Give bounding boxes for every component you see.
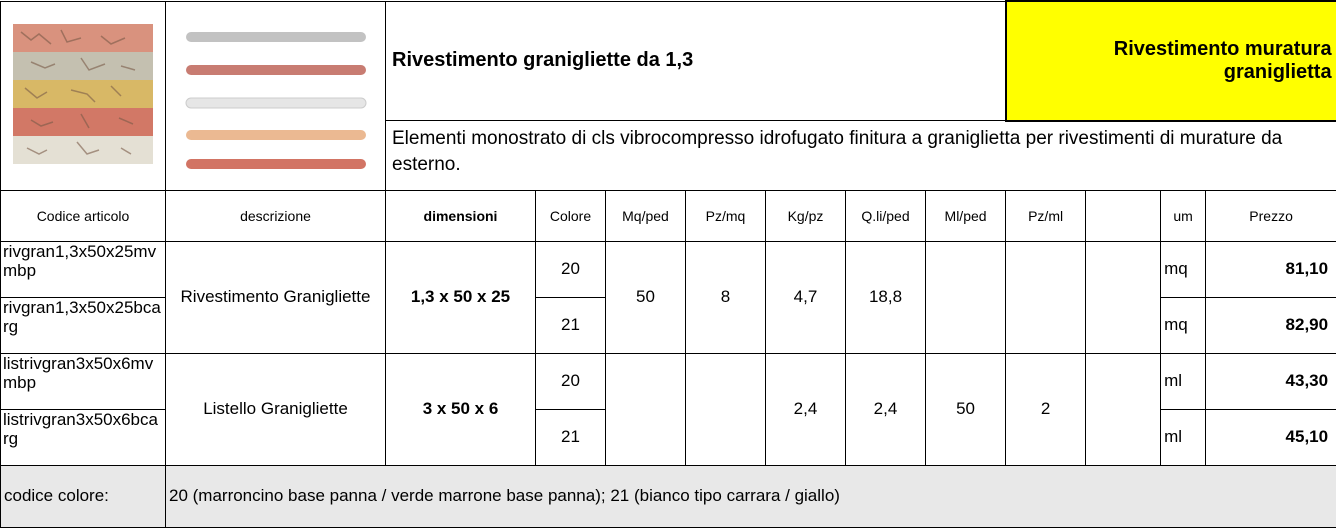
ml-ped: 50 (924, 352, 1007, 466)
price: 82,90 (1205, 296, 1336, 354)
footer-label: codice colore: (0, 464, 166, 528)
color: 20 (535, 240, 606, 298)
column-header: Kg/pz (765, 189, 846, 242)
empty-cell (1085, 240, 1162, 354)
price: 81,10 (1205, 240, 1336, 298)
category: Rivestimento muratura graniglietta (1004, 0, 1336, 122)
title: Rivestimento granigliette da 1,3 (384, 0, 1007, 121)
pz-mq (685, 352, 766, 466)
color: 21 (535, 296, 606, 354)
column-header: Colore (535, 189, 606, 242)
column-header: Q.li/ped (845, 189, 926, 242)
pz-ml (1005, 240, 1087, 354)
um: ml (1160, 408, 1207, 466)
code: rivgran1,3x50x25mvmbp (0, 240, 166, 298)
footer-text: 20 (marroncino base panna / verde marron… (164, 464, 1336, 528)
description: Elementi monostrato di cls vibrocompress… (384, 120, 1336, 191)
rod-image (165, 0, 386, 191)
column-header: Pz/mq (685, 189, 766, 242)
ml-ped (924, 240, 1007, 354)
code: rivgran1,3x50x25bcarg (0, 296, 166, 354)
texture-image (0, 0, 166, 191)
price: 45,10 (1205, 408, 1336, 466)
qli-ped: 18,8 (845, 240, 926, 354)
brick-image (13, 23, 153, 164)
column-header: Ml/ped (924, 189, 1007, 242)
column-header: Prezzo (1205, 189, 1336, 242)
item-description: Listello Granigliette (165, 352, 386, 466)
empty-header (1085, 189, 1162, 242)
code: listrivgran3x50x6mvmbp (0, 352, 166, 410)
um: mq (1160, 296, 1207, 354)
column-header: um (1160, 189, 1207, 242)
column-header: Mq/ped (605, 189, 686, 242)
dimensions: 3 x 50 x 6 (385, 352, 536, 466)
color: 20 (535, 352, 606, 410)
column-header: Pz/ml (1005, 189, 1087, 242)
column-header: dimensioni (385, 189, 536, 242)
column-header: descrizione (165, 189, 386, 242)
rods-image (185, 31, 367, 169)
mq-ped (605, 352, 686, 466)
column-header: Codice articolo (0, 189, 166, 242)
um: ml (1160, 352, 1207, 410)
um: mq (1160, 240, 1207, 298)
kg-pz: 4,7 (765, 240, 846, 354)
color: 21 (535, 408, 606, 466)
pz-mq: 8 (685, 240, 766, 354)
pz-ml: 2 (1005, 352, 1087, 466)
mq-ped: 50 (605, 240, 686, 354)
item-description: Rivestimento Granigliette (165, 240, 386, 354)
qli-ped: 2,4 (845, 352, 926, 466)
dimensions: 1,3 x 50 x 25 (385, 240, 536, 354)
empty-cell (1085, 352, 1162, 466)
code: listrivgran3x50x6bcarg (0, 408, 166, 466)
price: 43,30 (1205, 352, 1336, 410)
kg-pz: 2,4 (765, 352, 846, 466)
